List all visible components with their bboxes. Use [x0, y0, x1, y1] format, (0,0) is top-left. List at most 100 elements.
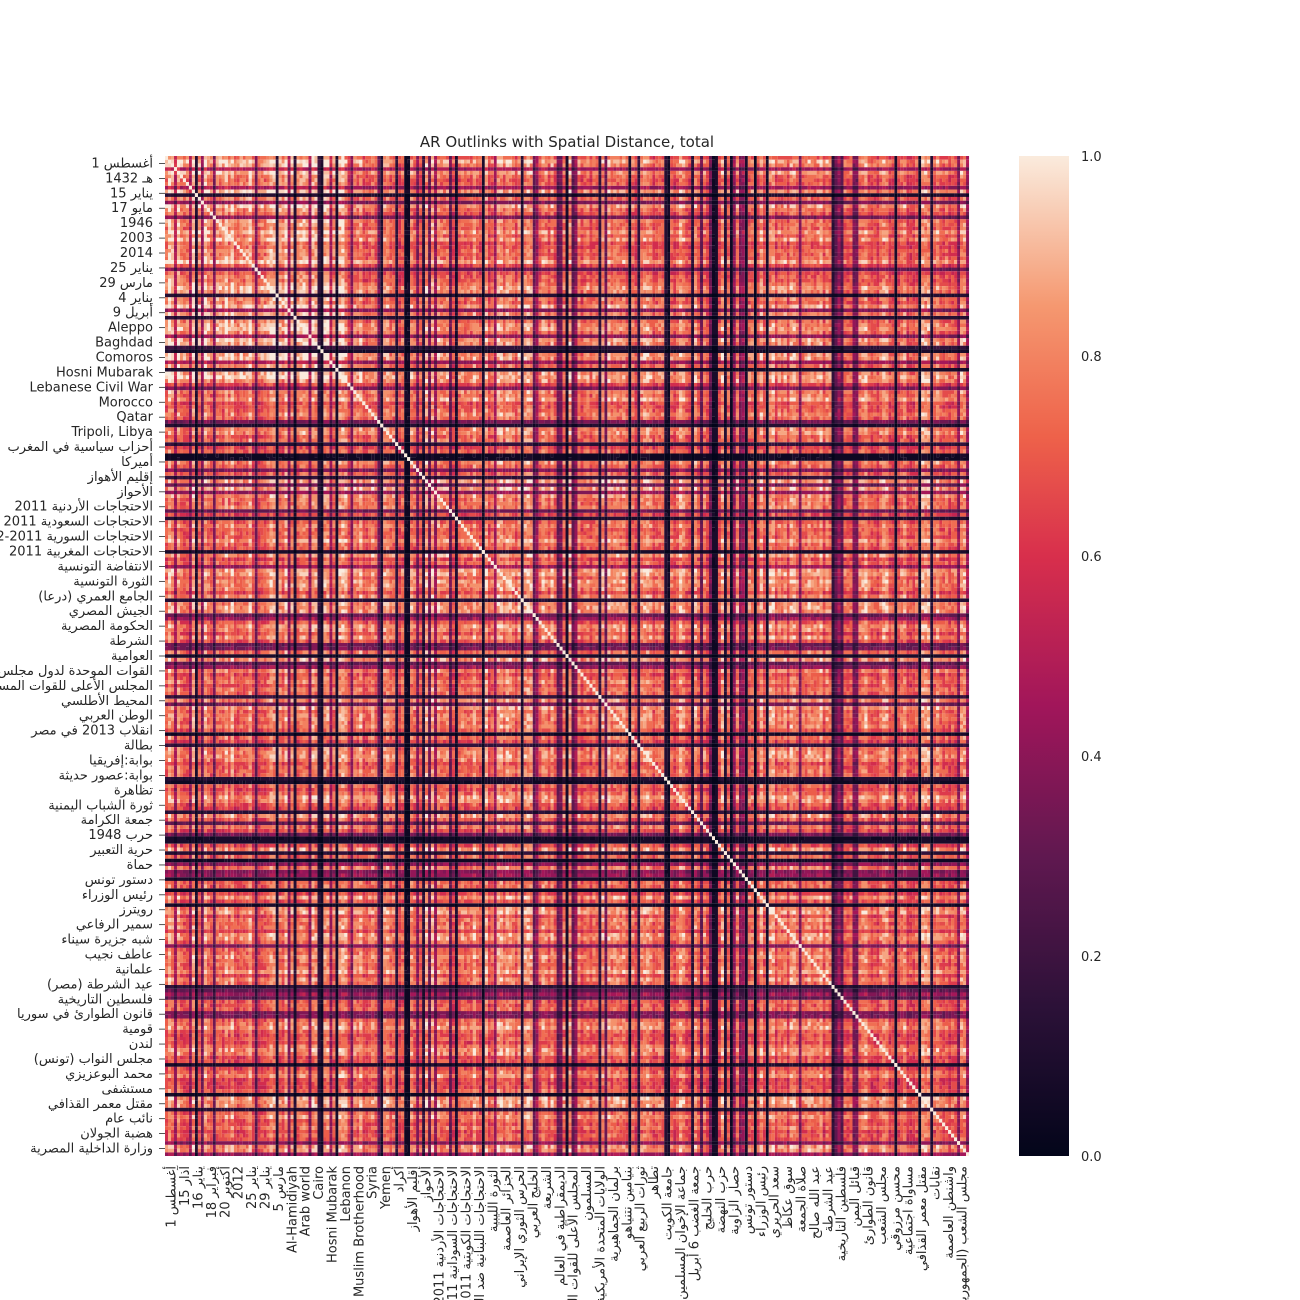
- colorbar-tick-label: 0.8: [1081, 350, 1102, 365]
- y-tick-label: مستشفى: [102, 1082, 154, 1097]
- heatmap-cell-band: [165, 156, 970, 1157]
- x-tick-label: الاحتجاجات السودانية 2011: [446, 1166, 461, 1300]
- x-tick-label: مجلس الشعب: [875, 1166, 890, 1245]
- y-tick-label: القوات الموحدة لدول مجلس التعاون: [0, 664, 153, 679]
- y-tick-label: 2014: [120, 246, 153, 261]
- y-tick-label: جمعة الكرامة: [81, 813, 153, 828]
- y-tick-label: 1 أغسطس: [91, 154, 153, 171]
- heatmap-cell-band: [165, 156, 967, 1153]
- y-tick-label: قانون الطوارئ في سوريا: [17, 1007, 153, 1022]
- y-tick-label: الثورة التونسية: [73, 574, 153, 589]
- y-tick-label: Tripoli, Libya: [71, 425, 153, 440]
- y-tick-label: انقلاب 2013 في مصر: [30, 724, 153, 739]
- y-tick-label: 15 يناير: [110, 186, 153, 201]
- x-tick-label: 15 آذار: [176, 1165, 193, 1206]
- x-tick-label: ثورات الربيع العربي: [634, 1166, 649, 1272]
- y-tick-label: 2003: [120, 231, 153, 246]
- x-tick-label: الاحتجاجات اللبنانية ضد الطائفية: [473, 1166, 488, 1300]
- heatmap-cells: [165, 156, 970, 1157]
- heatmap-cell-band: [165, 156, 970, 1157]
- x-tick-label: الثورة الليبية: [486, 1166, 501, 1232]
- x-tick-label: 2012: [232, 1166, 247, 1199]
- y-tick-label: أحزاب سياسية في المغرب: [8, 438, 153, 455]
- y-tick-label: بطالة: [124, 739, 153, 754]
- x-tick-label: واشنطن العاصمة: [942, 1166, 957, 1259]
- heatmap-cell-band: [165, 156, 970, 1157]
- y-tick-label: الأحواز: [116, 483, 153, 500]
- x-tick-label: سوق عكاظ: [781, 1166, 796, 1229]
- x-tick-label: الأحواز: [417, 1166, 434, 1203]
- y-tick-label: Lebanese Civil War: [30, 380, 154, 395]
- x-tick-label: Cairo: [312, 1166, 327, 1200]
- x-tick-label: الخليج العربي: [527, 1166, 542, 1238]
- colorbar-tick-label: 0.6: [1081, 550, 1102, 565]
- y-tick-label: فلسطين التاريخية: [58, 992, 153, 1007]
- y-tick-label: Morocco: [99, 395, 153, 410]
- y-tick-label: رئيس الوزراء: [82, 888, 153, 903]
- y-tick-label: 25 يناير: [110, 261, 153, 276]
- x-tick-label: مساواة اجتماعية: [902, 1166, 917, 1255]
- y-tick-label: وزارة الداخلية المصرية: [30, 1142, 153, 1157]
- y-tick-label: ثورة الشباب اليمنية: [48, 798, 153, 813]
- y-tick-label: مقتل معمر القذافي: [48, 1097, 153, 1112]
- y-tick-label: الجامع العمري (درعا): [38, 589, 153, 604]
- x-tick-label: مقتل معمر القذافي: [915, 1166, 930, 1271]
- y-tick-label: Baghdad: [95, 336, 153, 351]
- x-tick-label: إقليم الأهواز: [404, 1166, 421, 1232]
- x-tick-label: فلسطين التاريخية: [835, 1166, 850, 1261]
- y-tick-label: رويترز: [118, 903, 153, 918]
- y-tick-label: مجلس النواب (تونس): [34, 1052, 153, 1067]
- y-tick-label: أميركا: [121, 453, 153, 470]
- y-tick-label: Qatar: [116, 410, 153, 425]
- y-tick-label: Aleppo: [108, 321, 153, 336]
- x-tick-label: جامعة الكويت: [661, 1166, 676, 1240]
- y-tick-label: سمير الرفاعي: [76, 918, 153, 933]
- x-tick-label: جمعة الغضب 6 أبريل: [685, 1166, 702, 1281]
- x-tick-label: Syria: [366, 1166, 381, 1199]
- x-tick-label: 29 يناير: [259, 1166, 274, 1209]
- x-tick-label: برلمان الجماهيرية: [607, 1166, 622, 1262]
- x-tick-label: الحرس الثوري الإيراني: [513, 1166, 528, 1288]
- y-tick-label: 9 أبريل: [113, 304, 153, 321]
- x-tick-label: 5 مارس: [272, 1166, 287, 1211]
- y-tick-label: هضبة الجولان: [80, 1127, 153, 1142]
- colorbar-ticks: 0.0 0.2 0.4 0.6 0.8 1.0: [1081, 150, 1102, 1165]
- y-tick-label: لندن: [129, 1037, 153, 1052]
- y-tick-label: الوطن العربي: [79, 709, 153, 724]
- x-tick-label: نقابات: [929, 1166, 944, 1200]
- y-tick-label: الجيش المصري: [69, 604, 153, 619]
- x-tick-label: 25 يناير: [245, 1166, 260, 1209]
- y-tick-label: بوابة:عصور حديثة: [59, 768, 153, 783]
- x-tick-label: Lebanon: [339, 1166, 354, 1222]
- y-tick-label: إقليم الأهواز: [87, 468, 153, 485]
- y-tick-label: حرب 1948: [88, 828, 153, 843]
- x-tick-label: قانون الطوارئ: [862, 1166, 877, 1245]
- x-tick-label: الديمقراطية في العالم: [553, 1166, 568, 1286]
- y-tick-label: محمد البوعزيزي: [65, 1067, 153, 1082]
- x-tick-label: 16 يناير: [192, 1166, 207, 1209]
- y-tick-label: Comoros: [96, 350, 154, 365]
- colorbar-tick-label: 1.0: [1081, 150, 1102, 165]
- y-tick-label: شبه جزيرة سيناء: [61, 933, 153, 948]
- x-tick-label: صلاة الجمعة: [795, 1166, 810, 1232]
- x-tick-label: الاحتجاجات الأردنية 2011–2012: [431, 1166, 448, 1300]
- colorbar-gradient: [1019, 156, 1069, 1156]
- y-tick-label: الحكومة المصرية: [61, 619, 153, 634]
- y-tick-label: المجلس الأعلى للقوات المسلحة: [0, 677, 153, 694]
- y-tick-label: الشرطة: [109, 634, 153, 649]
- x-tick-label: عيد الشرطة: [821, 1166, 836, 1232]
- x-tick-label: الاحتجاجات الكويتية 2011: [460, 1166, 475, 1300]
- x-tick-label: دستور تونس: [741, 1166, 756, 1234]
- x-tick-label: رئيس الوزراء: [754, 1166, 769, 1237]
- x-tick-label: قبائل اليمن: [848, 1166, 863, 1227]
- heatmap-cell-band: [165, 156, 970, 1157]
- x-tick-label: حصار الزاوية: [728, 1166, 743, 1235]
- colorbar: 0.0 0.2 0.4 0.6 0.8 1.0: [1019, 150, 1102, 1165]
- x-tick-label: المجلس الأعلى للقوات المسلحة: [565, 1166, 582, 1300]
- y-tick-label: 1432 هـ: [105, 171, 153, 186]
- y-tick-label: نائب عام: [105, 1112, 153, 1127]
- x-tick-label: أكراد: [391, 1166, 408, 1192]
- y-tick-label: 29 مارس: [99, 276, 153, 291]
- x-tick-label: المسلمون: [580, 1166, 595, 1221]
